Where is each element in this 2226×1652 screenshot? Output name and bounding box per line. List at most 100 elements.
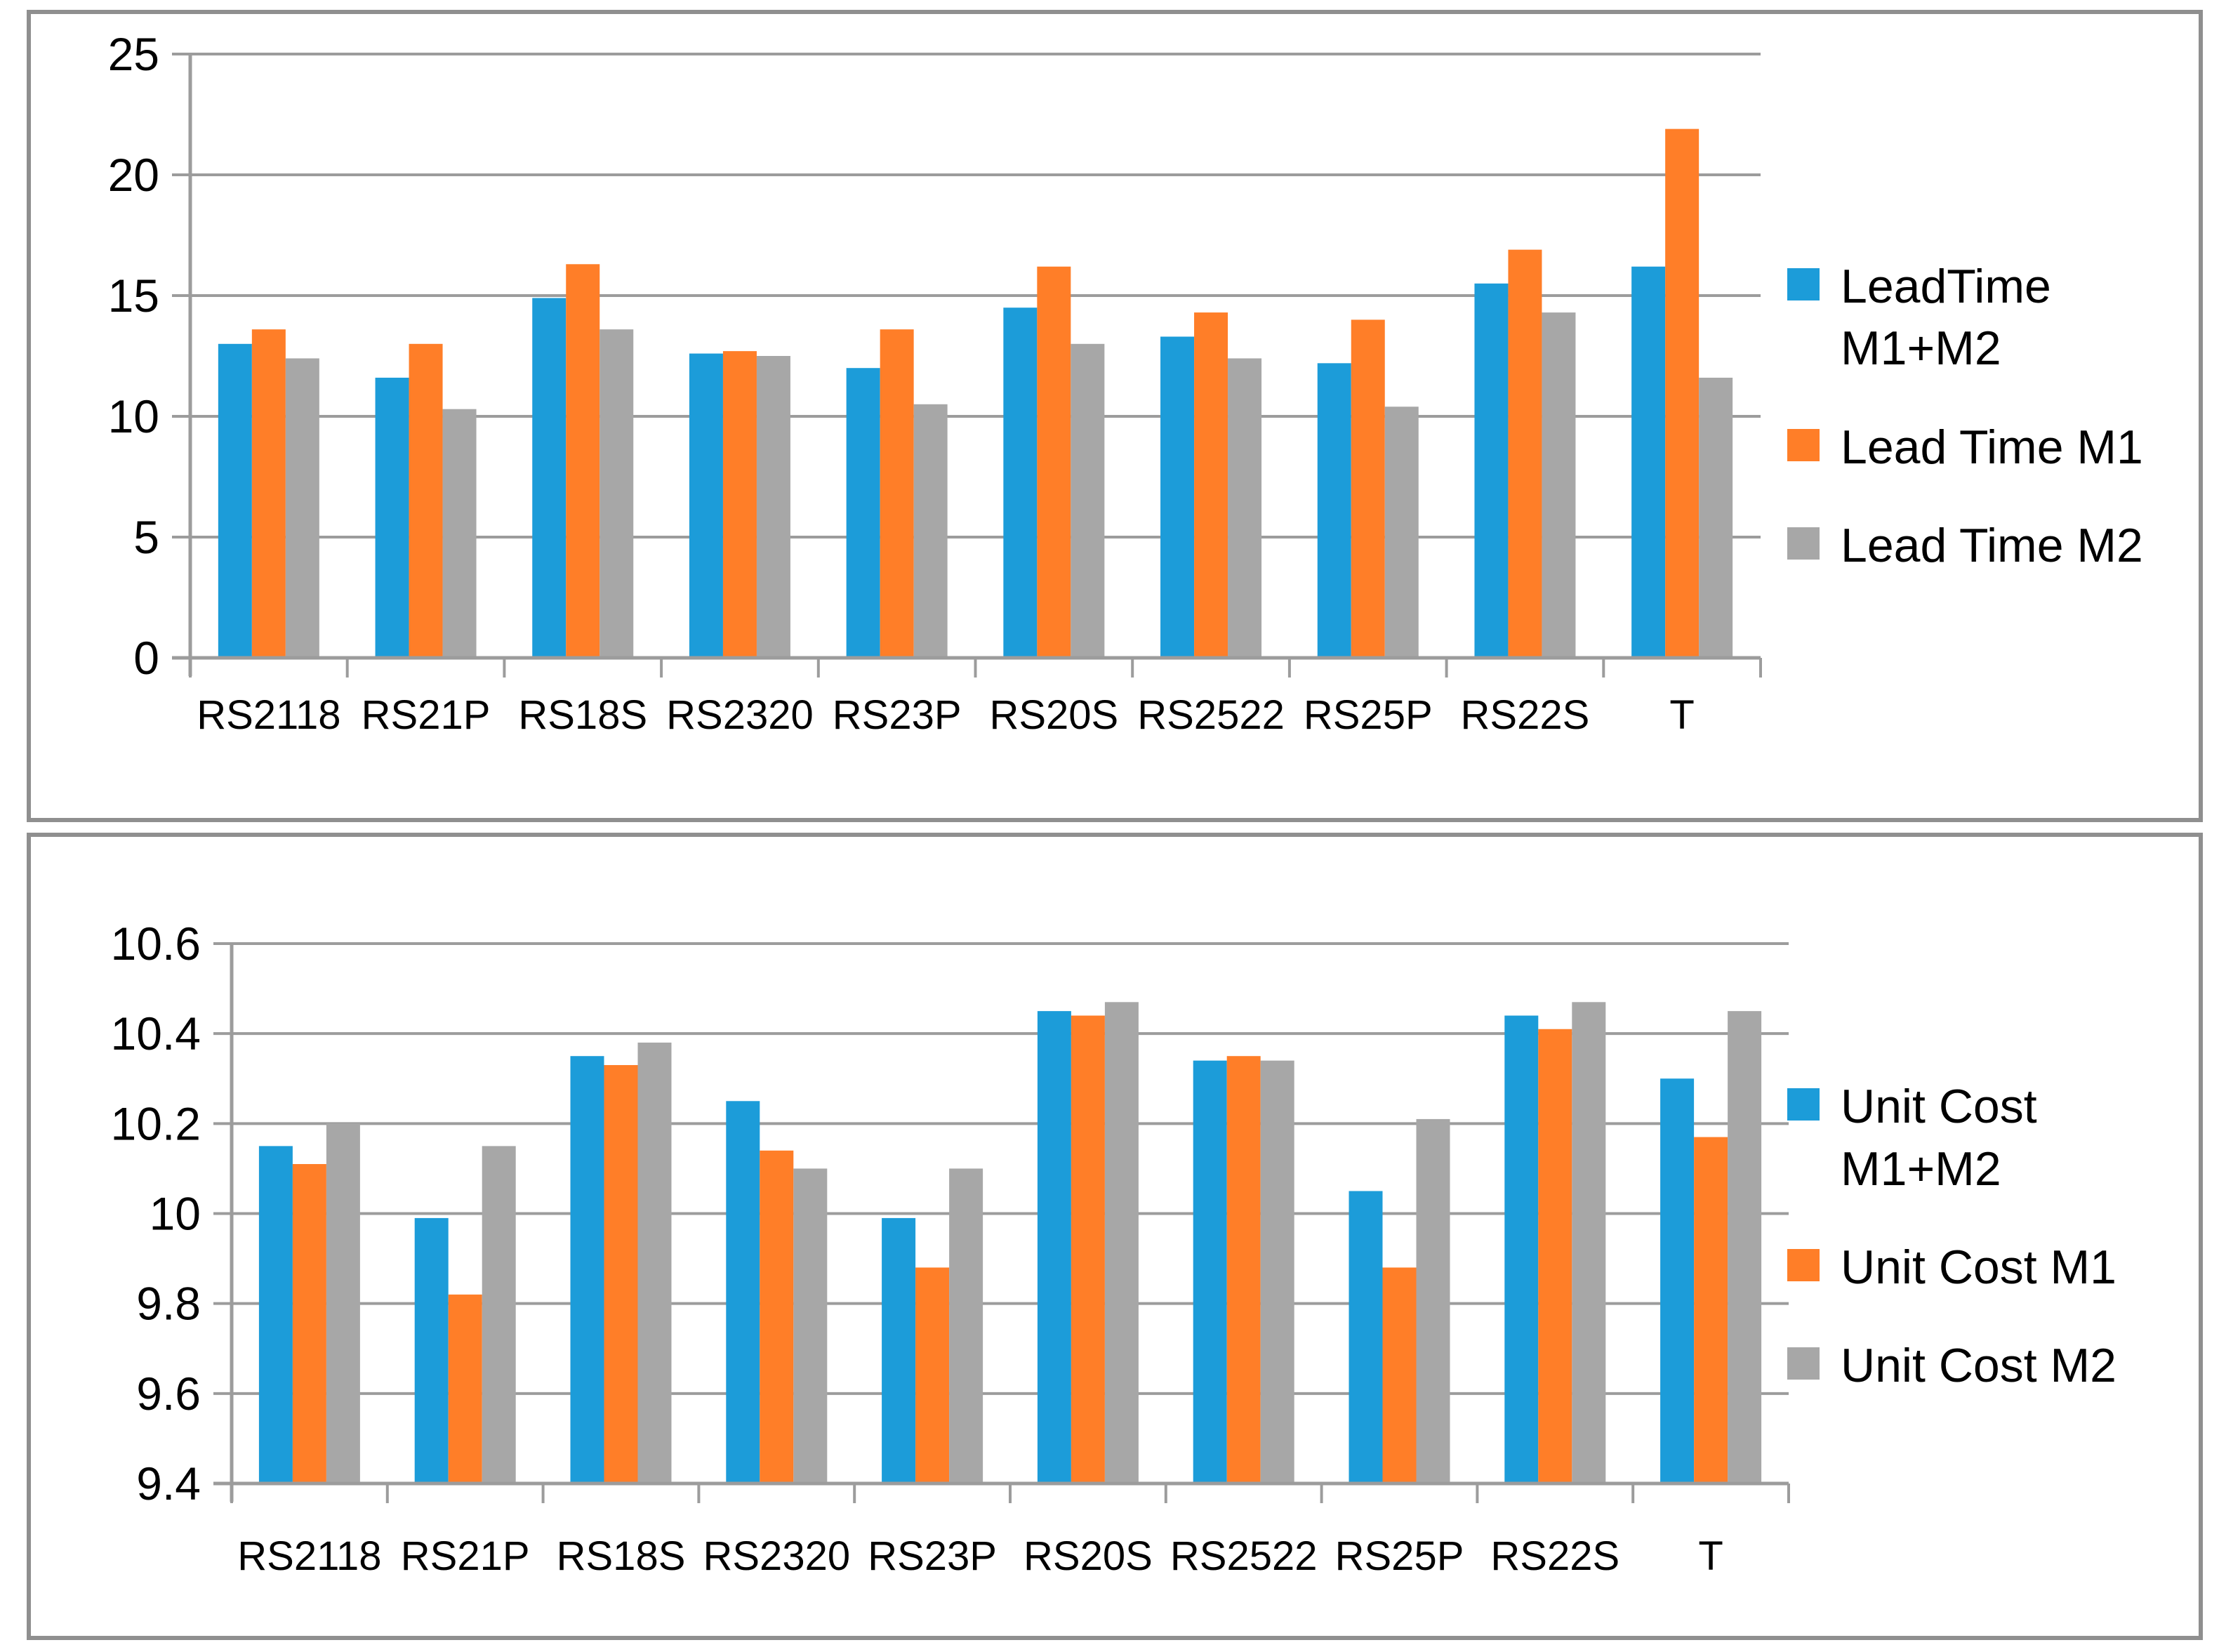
bar-rs2118-unit-cost-m2 <box>326 1123 360 1484</box>
x-category-label: RS25P <box>1335 1533 1464 1579</box>
x-category-label: RS23P <box>868 1533 997 1579</box>
legend-item-unit-cost-m1-m2: Unit Cost M1+M2 <box>1787 1076 2166 1200</box>
legend-label: Lead Time M1 <box>1841 420 2143 474</box>
legend-label: Unit Cost M2 <box>1841 1339 2116 1393</box>
x-category-label: RS2522 <box>1170 1533 1318 1579</box>
bar-rs25p-leadtime-m1-m2 <box>1317 363 1351 658</box>
bar-t-unit-cost-m2 <box>1728 1011 1762 1484</box>
unitcost-legend: Unit Cost M1+M2 Unit Cost M1 Unit Cost M2 <box>1787 837 2166 1636</box>
x-category-label: RS18S <box>557 1533 686 1579</box>
x-category-label: T <box>1669 692 1694 738</box>
y-tick-label: 9.8 <box>136 1278 201 1330</box>
bar-rs20s-unit-cost-m1-m2 <box>1037 1011 1071 1484</box>
x-category-label: RS21P <box>362 692 491 738</box>
bar-rs2320-lead-time-m1 <box>722 351 757 658</box>
bar-rs2118-lead-time-m1 <box>251 329 286 658</box>
bar-rs2118-unit-cost-m1 <box>292 1164 326 1484</box>
bar-rs25p-unit-cost-m1-m2 <box>1349 1191 1383 1484</box>
bar-rs25p-unit-cost-m2 <box>1416 1118 1450 1484</box>
leadtime-plot-area: 0 5 10 15 20 25 RS2118 RS21P RS18S RS2320 RS23P RS2… <box>31 14 2199 818</box>
unitcost-chart-panel: 9.4 9.6 9.8 10 10.2 10.4 10.6 RS2118 RS21P RS18S R… <box>27 833 2203 1640</box>
leadtime-chart-panel: 0 5 10 15 20 25 RS2118 RS21P RS18S RS2320 RS23P RS2… <box>27 10 2203 822</box>
bar-t-leadtime-m1-m2 <box>1631 266 1666 659</box>
bar-rs18s-lead-time-m2 <box>599 329 634 658</box>
bar-rs18s-leadtime-m1-m2 <box>532 298 567 658</box>
bar-rs21p-lead-time-m2 <box>442 409 477 658</box>
legend-swatch-icon <box>1787 1249 1820 1281</box>
bar-rs22s-unit-cost-m1 <box>1538 1029 1572 1484</box>
bar-t-lead-time-m1 <box>1665 128 1700 658</box>
x-category-label: RS20S <box>989 692 1118 738</box>
bar-rs2522-lead-time-m1 <box>1194 312 1228 658</box>
x-category-label: RS2118 <box>237 1533 381 1579</box>
bar-rs2118-leadtime-m1-m2 <box>218 343 252 658</box>
bar-rs2320-leadtime-m1-m2 <box>689 353 723 658</box>
bar-rs2320-unit-cost-m1 <box>760 1150 794 1484</box>
bar-rs22s-leadtime-m1-m2 <box>1474 283 1509 658</box>
bar-t-unit-cost-m1-m2 <box>1660 1078 1695 1484</box>
bar-rs2118-lead-time-m2 <box>285 358 319 658</box>
bar-rs2522-unit-cost-m1 <box>1226 1056 1261 1484</box>
legend-item-unit-cost-m2: Unit Cost M2 <box>1787 1335 2166 1396</box>
leadtime-chart-svg: 0 5 10 15 20 25 RS2118 RS21P RS18S RS2320 RS23P RS2… <box>108 28 1762 738</box>
bar-t-unit-cost-m1 <box>1694 1137 1728 1484</box>
bar-rs21p-unit-cost-m2 <box>482 1146 516 1484</box>
y-tick-label: 10.6 <box>111 918 201 970</box>
x-category-label: RS18S <box>518 692 647 738</box>
unitcost-plot-area: 9.4 9.6 9.8 10 10.2 10.4 10.6 RS2118 RS21P RS18S R… <box>31 837 2199 1636</box>
legend-item-unit-cost-m1: Unit Cost M1 <box>1787 1236 2166 1298</box>
bar-rs20s-lead-time-m2 <box>1071 343 1105 658</box>
x-category-label: T <box>1698 1533 1723 1579</box>
x-category-label: RS22S <box>1490 1533 1619 1579</box>
y-tick-label: 9.4 <box>136 1458 201 1509</box>
legend-swatch-icon <box>1787 267 1820 300</box>
bar-rs21p-unit-cost-m1 <box>448 1294 482 1484</box>
legend-label: LeadTime M1+M2 <box>1841 259 2051 376</box>
unit-chart-svg: 9.4 9.6 9.8 10 10.2 10.4 10.6 RS2118 RS21P RS18S R… <box>111 918 1790 1579</box>
legend-swatch-icon <box>1787 527 1820 560</box>
bar-rs23p-leadtime-m1-m2 <box>846 368 880 658</box>
x-category-label: RS20S <box>1023 1533 1153 1579</box>
bar-rs2118-unit-cost-m1-m2 <box>258 1146 293 1484</box>
bar-rs22s-lead-time-m2 <box>1542 312 1576 658</box>
legend-item-lead-time-m1: Lead Time M1 <box>1787 416 2166 478</box>
y-tick-label: 5 <box>133 511 159 563</box>
leadtime-legend: LeadTime M1+M2 Lead Time M1 Lead Time M2 <box>1787 14 2166 818</box>
bar-rs23p-lead-time-m1 <box>880 329 914 658</box>
y-tick-label: 20 <box>108 149 159 201</box>
bar-rs18s-unit-cost-m1 <box>604 1065 638 1484</box>
bar-t-lead-time-m2 <box>1699 377 1733 658</box>
bar-rs20s-leadtime-m1-m2 <box>1003 308 1038 658</box>
bar-rs22s-lead-time-m1 <box>1508 249 1542 658</box>
legend-item-lead-time-m2: Lead Time M2 <box>1787 515 2166 576</box>
legend-swatch-icon <box>1787 1347 1820 1380</box>
y-tick-label: 10 <box>150 1188 201 1240</box>
bar-rs25p-lead-time-m1 <box>1351 319 1385 658</box>
y-tick-label: 25 <box>108 28 159 80</box>
bar-rs20s-unit-cost-m2 <box>1104 1002 1139 1484</box>
bar-rs2320-unit-cost-m1-m2 <box>726 1101 760 1484</box>
bar-rs23p-unit-cost-m2 <box>949 1168 983 1484</box>
x-category-label: RS21P <box>401 1533 530 1579</box>
bar-rs22s-unit-cost-m2 <box>1572 1002 1606 1484</box>
bar-rs20s-lead-time-m1 <box>1037 266 1071 659</box>
x-category-label: RS2320 <box>666 692 814 738</box>
x-category-label: RS25P <box>1304 692 1433 738</box>
legend-label: Lead Time M2 <box>1841 518 2143 572</box>
y-tick-label: 10 <box>108 390 159 442</box>
bar-rs20s-unit-cost-m1 <box>1071 1015 1105 1484</box>
y-tick-label: 9.6 <box>136 1368 201 1420</box>
legend-swatch-icon <box>1787 1088 1820 1121</box>
bar-rs21p-lead-time-m1 <box>409 343 443 658</box>
bar-rs25p-lead-time-m2 <box>1384 407 1419 658</box>
bar-rs18s-lead-time-m1 <box>566 264 600 658</box>
bar-rs23p-unit-cost-m1 <box>915 1267 950 1484</box>
y-tick-label: 0 <box>133 632 159 684</box>
bar-rs2320-lead-time-m2 <box>756 356 790 658</box>
x-category-label: RS22S <box>1461 692 1590 738</box>
bar-rs25p-unit-cost-m1 <box>1382 1267 1417 1484</box>
bar-rs21p-unit-cost-m1-m2 <box>414 1217 449 1484</box>
bar-rs2522-unit-cost-m2 <box>1260 1060 1294 1484</box>
bar-rs2522-leadtime-m1-m2 <box>1160 336 1195 658</box>
